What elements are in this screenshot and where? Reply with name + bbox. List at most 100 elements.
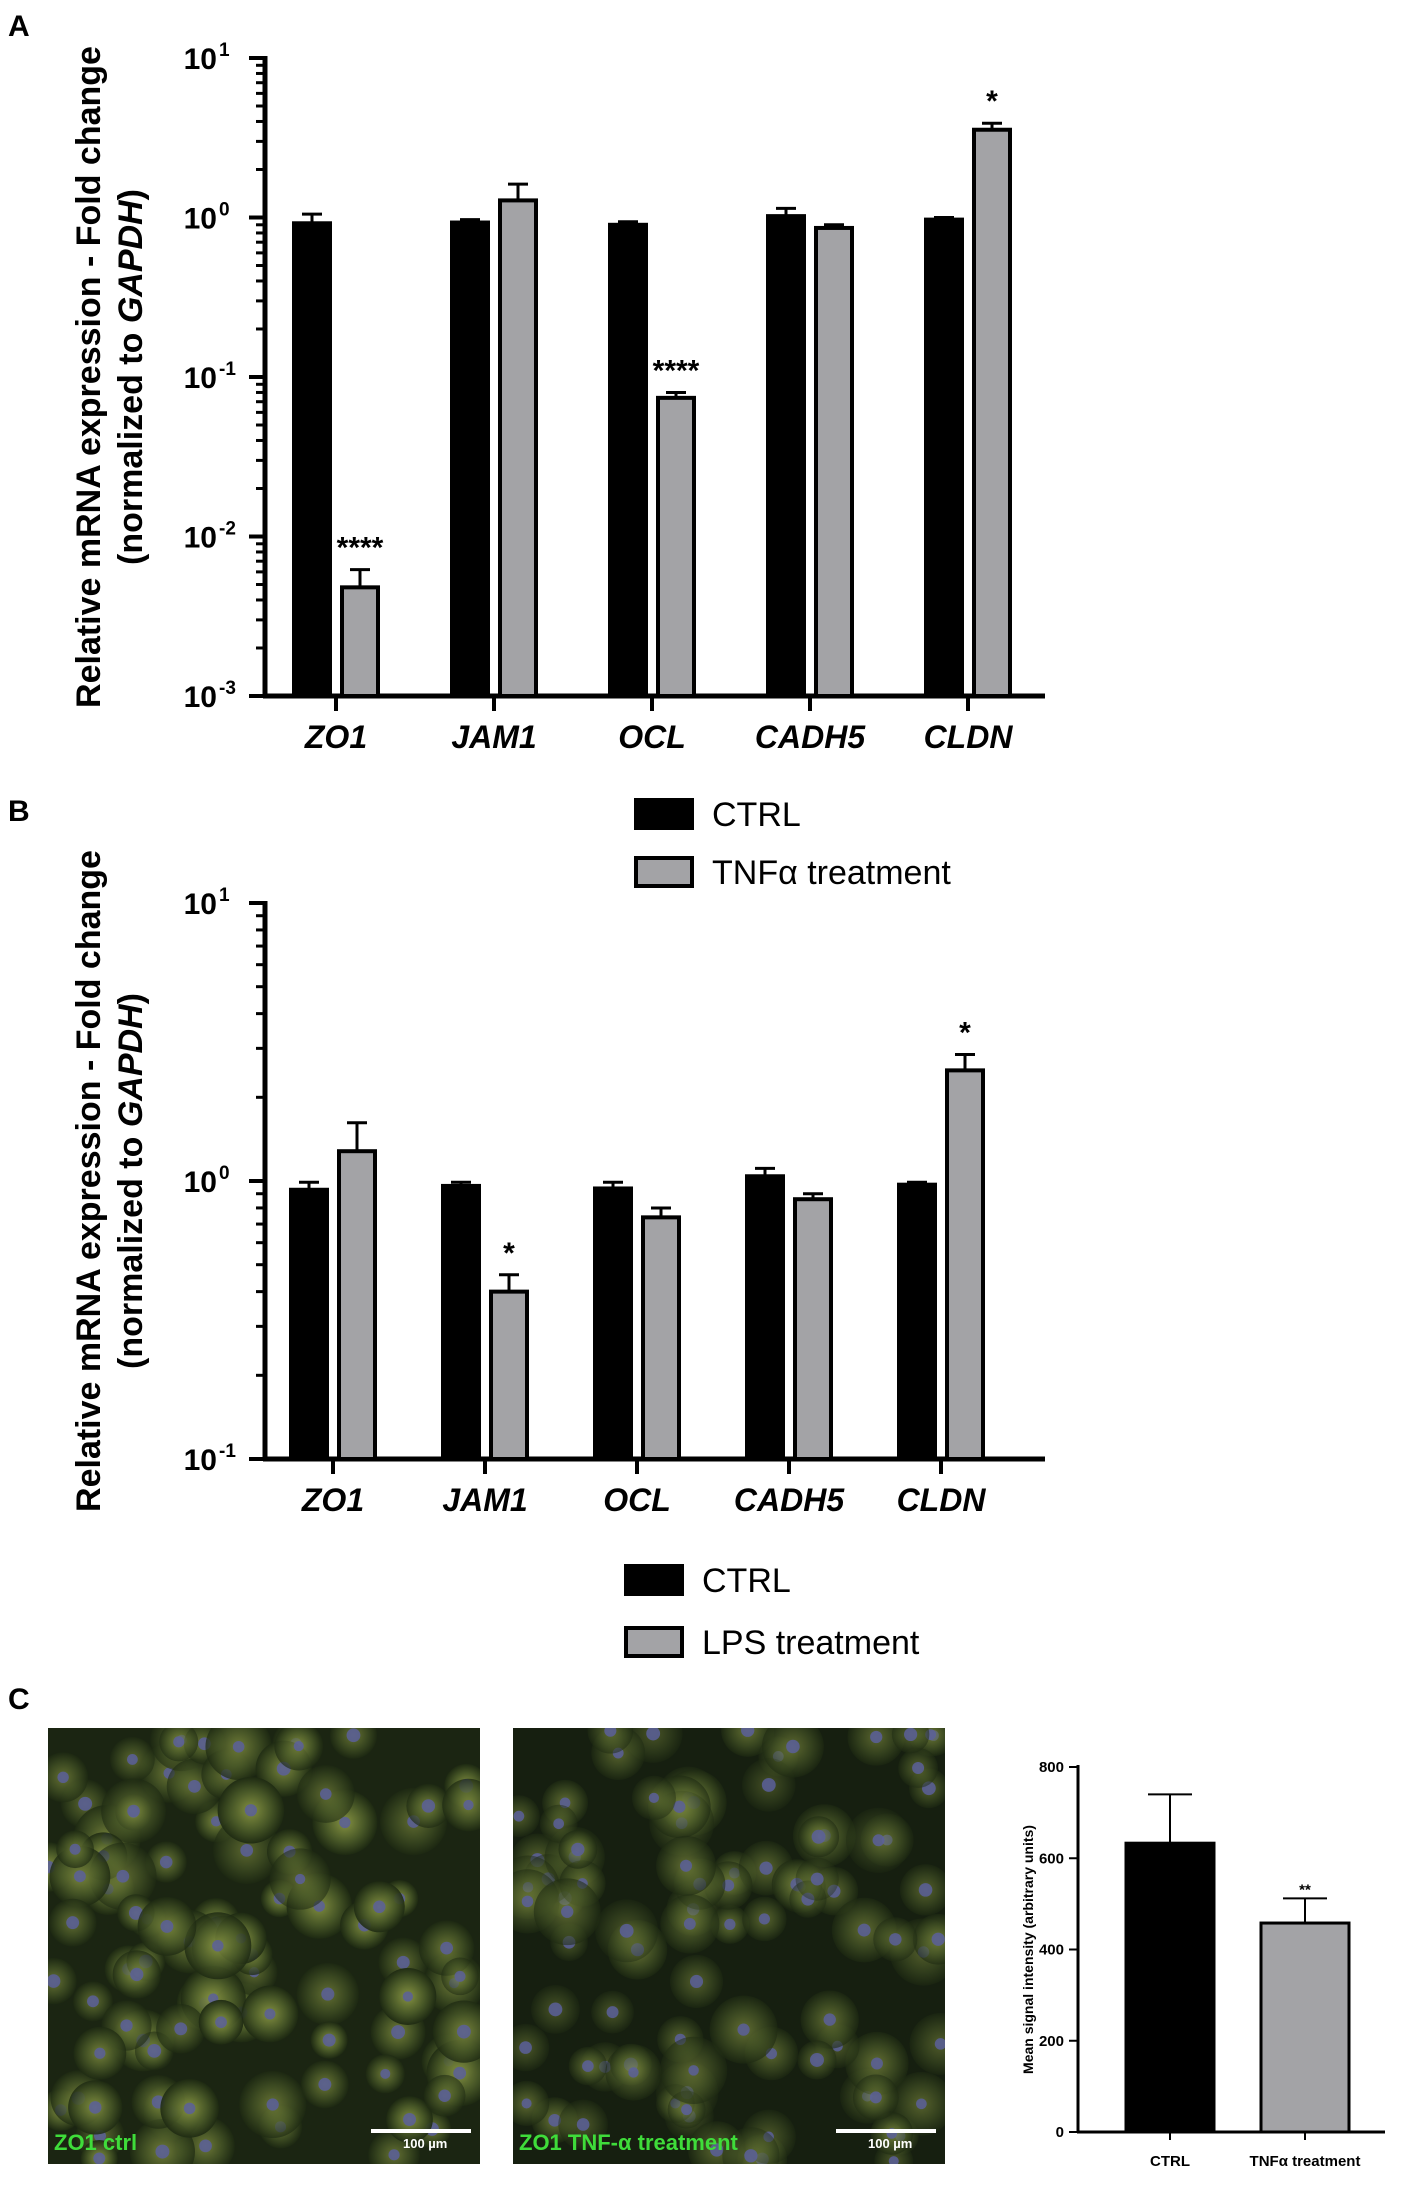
cell-nucleus	[648, 1792, 660, 1803]
cell-nucleus	[346, 1728, 361, 1743]
cell-nucleus	[689, 1974, 704, 1989]
cell-nucleus	[88, 2101, 102, 2114]
cell-nucleus	[724, 1918, 736, 1931]
x-category-label: ZO1	[304, 719, 367, 755]
cell-nucleus	[126, 1753, 138, 1765]
c-x-category-label: CTRL	[1150, 2153, 1190, 2170]
cell-nucleus	[48, 1974, 61, 1988]
cell-nucleus	[93, 2152, 106, 2164]
cell-nucleus	[319, 1788, 332, 1800]
y-axis-title: Relative mRNA expression - Fold change (n…	[70, 850, 150, 1512]
significance-label: ****	[653, 354, 700, 387]
cell-nucleus	[294, 1873, 306, 1885]
legend-label: CTRL	[712, 796, 801, 834]
micrograph-ctrl-image	[48, 1728, 480, 2164]
cell-nucleus	[606, 2006, 619, 2019]
x-category-label: JAM1	[442, 1482, 527, 1518]
cell-nucleus	[402, 1991, 414, 2002]
y-axis-title-line1: Relative mRNA expression - Fold change	[70, 850, 108, 1512]
cell-nucleus	[561, 1905, 574, 1918]
y-tick-label: 10	[184, 1444, 217, 1477]
c-x-category-label: TNFα treatment	[1250, 2153, 1361, 2170]
cell-nucleus	[188, 1780, 201, 1793]
cell-nucleus	[199, 2139, 212, 2153]
cell-nucleus	[339, 1816, 351, 1829]
y-axis-title-line1: Relative mRNA expression - Fold change	[70, 46, 108, 708]
cell-nucleus	[66, 1916, 80, 1930]
scale-label-tnf: 100 µm	[868, 2136, 913, 2151]
y-tick-exponent: -1	[219, 1441, 236, 1462]
cell	[80, 2140, 118, 2164]
cell-nucleus	[934, 2038, 945, 2050]
c-y-tick-label: 200	[1039, 2033, 1064, 2050]
cell-nucleus	[264, 2008, 276, 2020]
cell-nucleus	[94, 2047, 106, 2059]
micrograph-tnf: ZO1 TNF-α treatment 100 µm	[513, 1728, 945, 2164]
cell-nucleus	[741, 1728, 755, 1737]
cell-nucleus	[811, 1829, 826, 1844]
c-y-tick-label: 400	[1039, 1942, 1064, 1959]
cell-nucleus	[888, 2156, 899, 2164]
cell-nucleus	[809, 2052, 824, 2067]
y-tick-exponent: -3	[219, 678, 236, 699]
panel-letter-b: B	[8, 795, 30, 828]
y-tick-label: 10	[184, 43, 217, 76]
cell-nucleus	[916, 2098, 927, 2110]
scale-bar-tnf	[836, 2129, 936, 2133]
cell-nucleus	[688, 2065, 699, 2076]
bar-treatment	[972, 127, 1012, 698]
cell-nucleus	[519, 2041, 532, 2054]
cell-nucleus	[78, 1796, 93, 1811]
cell-nucleus	[869, 2091, 882, 2104]
y-tick-label: 10	[184, 522, 217, 555]
cell-nucleus	[293, 1741, 304, 1752]
cell	[909, 2013, 945, 2075]
cell-nucleus	[646, 1728, 661, 1741]
cell	[329, 1728, 378, 1759]
cell-nucleus	[380, 2068, 391, 2079]
cell-nucleus	[548, 2002, 563, 2017]
cell-nucleus	[174, 2022, 188, 2036]
legend-swatch	[624, 1564, 684, 1596]
cell-nucleus	[160, 1919, 174, 1933]
cell-nucleus	[872, 1834, 885, 1847]
y-axis-title-prefix: (normalized to	[112, 1127, 150, 1369]
bar-treatment	[498, 198, 538, 698]
c-bar	[1259, 1921, 1351, 2134]
cell	[442, 1778, 480, 1832]
legend-swatch	[634, 856, 694, 888]
x-category-label: OCL	[618, 719, 686, 755]
panel-letter-c: C	[8, 1683, 30, 1716]
cell-nucleus	[889, 1933, 902, 1946]
legend-swatch	[624, 1626, 684, 1658]
cell-nucleus	[69, 1843, 81, 1855]
y-tick-exponent: 1	[219, 885, 230, 906]
y-axis-title-gene: GAPDH	[112, 199, 150, 323]
bar-ctrl	[450, 220, 490, 698]
y-tick-label: 10	[184, 203, 217, 236]
significance-label: ****	[337, 532, 384, 565]
cell-nucleus	[127, 1804, 140, 1818]
micrograph-tnf-image	[513, 1728, 945, 2164]
cell-nucleus	[683, 1917, 696, 1930]
bar-ctrl	[292, 221, 332, 698]
cell	[847, 1728, 905, 1766]
cell-nucleus	[722, 1879, 735, 1892]
cell-nucleus	[120, 2019, 133, 2032]
cell	[912, 1913, 945, 1965]
c-y-axis-title-text: Mean signal intensity (arbitrary units)	[1020, 1825, 1036, 2074]
cell-nucleus	[870, 1730, 883, 1744]
c-y-axis-title: Mean signal intensity (arbitrary units)	[1020, 1825, 1036, 2074]
cell-nucleus	[318, 2077, 332, 2091]
y-tick-label: 10	[184, 681, 217, 714]
cell-nucleus	[440, 1941, 454, 1955]
cell-nucleus	[244, 1804, 258, 1817]
cell-nucleus	[744, 2149, 758, 2163]
y-tick-label: 10	[184, 362, 217, 395]
c-y-tick-label: 800	[1039, 1759, 1064, 1776]
cell-nucleus	[463, 1799, 474, 1811]
cell-nucleus	[912, 1761, 925, 1774]
cell-nucleus	[628, 2067, 639, 2078]
